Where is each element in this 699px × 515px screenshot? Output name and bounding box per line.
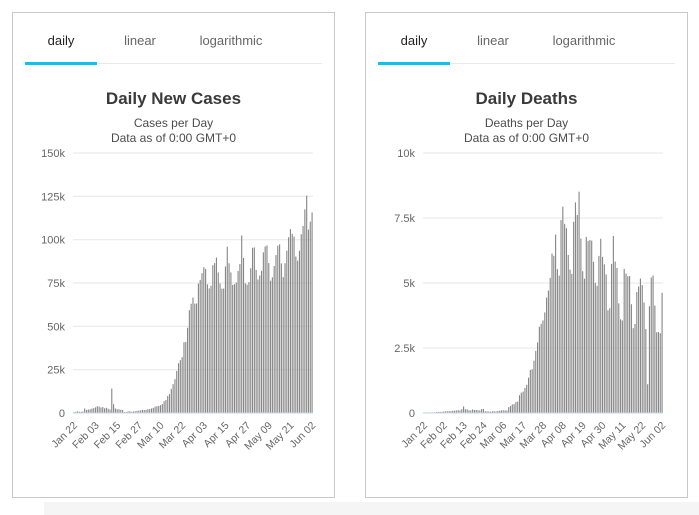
cases-tab-linear[interactable]: linear	[124, 33, 156, 48]
svg-text:0: 0	[409, 408, 415, 420]
cases-tab-logarithmic[interactable]: logarithmic	[199, 33, 263, 48]
cases-chart-subtitle: Cases per Day	[133, 116, 214, 130]
svg-text:10k: 10k	[397, 148, 415, 160]
svg-text:2.5k: 2.5k	[394, 343, 415, 355]
svg-text:7.5k: 7.5k	[394, 213, 415, 225]
deaths-tab-linear[interactable]: linear	[477, 33, 509, 48]
svg-text:100k: 100k	[41, 235, 65, 247]
cases-tabs: daily linear logarithmic	[25, 13, 322, 65]
svg-text:125k: 125k	[41, 191, 65, 203]
cases-chart-title: Daily New Cases	[105, 89, 242, 108]
daily-new-cases-chart[interactable]: 0 25k 50k 75k 100k 125k 150k Jan 22 Feb 03 Feb 15…	[13, 13, 334, 497]
svg-text:50k: 50k	[47, 321, 65, 333]
svg-text:25k: 25k	[47, 365, 65, 377]
deaths-tab-daily[interactable]: daily	[378, 33, 450, 65]
svg-text:75k: 75k	[47, 278, 65, 290]
svg-text:5k: 5k	[403, 278, 415, 290]
deaths-chart-subtitle: Deaths per Day	[484, 116, 569, 130]
daily-new-cases-card: daily linear logarithmic Daily New Cases…	[12, 12, 335, 498]
deaths-chart-title: Daily Deaths	[475, 89, 578, 108]
deaths-tabs: daily linear logarithmic	[378, 13, 675, 65]
daily-deaths-chart[interactable]: 0 2.5k 5k 7.5k 10k Jan 22 Feb 02 Feb 13 Feb 24 Ma…	[366, 13, 687, 497]
cases-tab-daily[interactable]: daily	[25, 33, 97, 65]
cases-chart-data-as-of: Data as of 0:00 GMT+0	[110, 131, 237, 145]
daily-deaths-card: daily linear logarithmic Daily Deaths De…	[365, 12, 688, 498]
svg-text:0: 0	[59, 408, 65, 420]
svg-text:150k: 150k	[41, 148, 65, 160]
page-background-strip	[44, 502, 699, 515]
deaths-chart-data-as-of: Data as of 0:00 GMT+0	[463, 131, 590, 145]
deaths-tab-logarithmic[interactable]: logarithmic	[552, 33, 616, 48]
